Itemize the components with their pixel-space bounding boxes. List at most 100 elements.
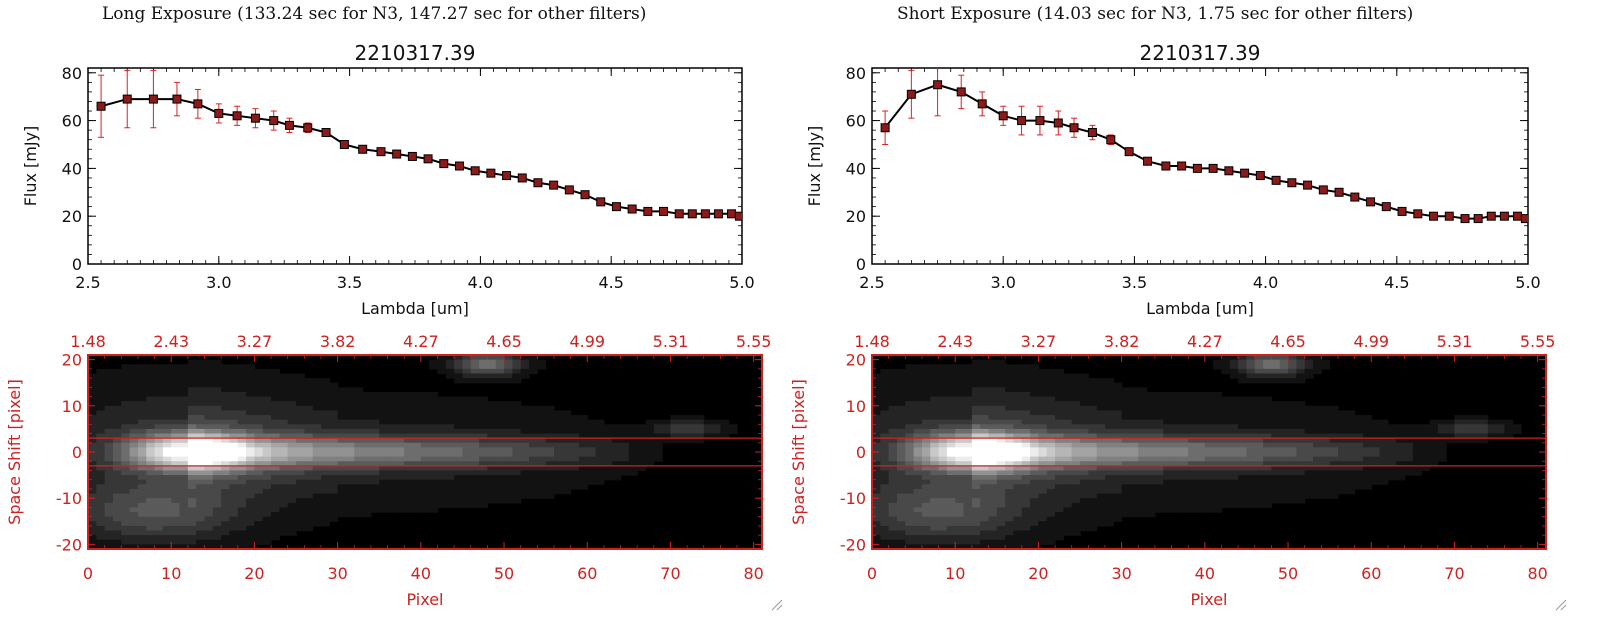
image-top-tick-label: 5.31 — [653, 332, 689, 351]
flux-point — [1473, 214, 1483, 224]
image-y-axis-label: Space Shift [pixel] — [789, 379, 808, 525]
spectrum-x-tick-label: 4.5 — [1384, 273, 1409, 292]
flux-point — [407, 151, 417, 161]
flux-point — [1366, 197, 1376, 207]
resize-grip-icon[interactable] — [771, 599, 783, 611]
flux-point — [303, 123, 313, 133]
image-top-tick-label: 4.27 — [1187, 332, 1223, 351]
spectral-image — [872, 355, 1546, 550]
flux-point — [1287, 178, 1297, 188]
flux-point — [643, 206, 653, 216]
image-x-tick-label: 50 — [494, 564, 514, 583]
image-top-tick-label: 1.48 — [70, 332, 106, 351]
image-x-tick-label: 20 — [244, 564, 264, 583]
flux-point — [1087, 128, 1097, 138]
spectrum-y-tick-label: 20 — [846, 207, 866, 226]
flux-point — [933, 80, 943, 90]
image-y-tick-label: 20 — [846, 351, 866, 370]
image-x-tick-label: 70 — [660, 564, 680, 583]
flux-point — [1381, 202, 1391, 212]
flux-point — [96, 101, 106, 111]
image-top-tick-label: 3.27 — [1021, 332, 1057, 351]
panel-1: 2210317.39 2.5 3.0 3.5 4.0 4.5 5.0 0 20 40 60 80 Lam… — [789, 41, 1567, 611]
spectrum-y-tick-label: 60 — [62, 112, 82, 131]
flux-point — [1124, 147, 1134, 157]
flux-point — [284, 120, 294, 130]
flux-point — [214, 108, 224, 118]
spectrum-x-tick-label: 4.5 — [598, 273, 623, 292]
flux-point — [486, 168, 496, 178]
flux-point — [321, 128, 331, 138]
resize-grip-icon[interactable] — [1555, 599, 1567, 611]
image-y-tick-label: 10 — [846, 397, 866, 416]
flux-point — [533, 178, 543, 188]
flux-point — [172, 94, 182, 104]
flux-point — [880, 123, 890, 133]
image-y-tick-label: -20 — [840, 535, 866, 554]
flux-line — [100, 98, 740, 218]
flux-point — [1444, 211, 1454, 221]
flux-point — [1520, 214, 1528, 224]
flux-point — [1017, 116, 1027, 126]
flux-point — [1334, 187, 1344, 197]
image-x-tick-label: 30 — [1111, 564, 1131, 583]
flux-point — [956, 87, 966, 97]
image-x-tick-label: 80 — [743, 564, 763, 583]
flux-point — [549, 180, 559, 190]
flux-point — [659, 206, 669, 216]
flux-point — [1255, 171, 1265, 181]
image-x-tick-label: 60 — [1361, 564, 1381, 583]
spectrum-y-tick-label: 80 — [846, 64, 866, 83]
spectrum-y-tick-label: 0 — [856, 255, 866, 274]
flux-point — [1413, 209, 1423, 219]
spectrum-y-axis-label: Flux [mJy] — [21, 126, 40, 207]
image-y-tick-label: 10 — [62, 397, 82, 416]
spectrum-x-tick-label: 2.5 — [859, 273, 884, 292]
flux-point — [392, 149, 402, 159]
spectrum-title: 2210317.39 — [1140, 41, 1261, 65]
image-top-tick-label: 2.43 — [153, 332, 189, 351]
spectrum-x-axis-label: Lambda [um] — [361, 299, 469, 318]
image-x-tick-label: 10 — [945, 564, 965, 583]
flux-point — [1350, 192, 1360, 202]
flux-point — [1460, 214, 1470, 224]
spectrum-y-tick-label: 40 — [846, 159, 866, 178]
image-y-tick-label: 20 — [62, 351, 82, 370]
flux-point — [1224, 166, 1234, 176]
image-top-tick-label: 3.82 — [1104, 332, 1140, 351]
flux-point — [1271, 175, 1281, 185]
flux-point — [1208, 163, 1218, 173]
spectral-image — [88, 355, 762, 550]
flux-point — [502, 171, 512, 181]
spectrum-x-tick-label: 4.0 — [1253, 273, 1278, 292]
spectrum-x-tick-label: 2.5 — [75, 273, 100, 292]
flux-point — [232, 111, 242, 121]
image-top-tick-label: 4.27 — [403, 332, 439, 351]
image-y-tick-label: 0 — [856, 443, 866, 462]
flux-point — [250, 113, 260, 123]
image-top-tick-label: 4.65 — [486, 332, 522, 351]
spectrum-title: 2210317.39 — [355, 41, 476, 65]
image-top-tick-label: 3.82 — [320, 332, 356, 351]
flux-point — [687, 209, 697, 219]
image-top-tick-label: 4.99 — [569, 332, 605, 351]
image-top-tick-label: 2.43 — [937, 332, 973, 351]
flux-point — [1143, 156, 1153, 166]
panel-0: 2210317.39 2.5 3.0 3.5 4.0 4.5 5.0 0 20 40 60 80 Lam… — [5, 41, 783, 611]
spectrum-x-tick-label: 5.0 — [729, 273, 754, 292]
flux-point — [1177, 161, 1187, 171]
flux-point — [439, 159, 449, 169]
image-x-tick-label: 20 — [1028, 564, 1048, 583]
image-top-tick-label: 5.55 — [1520, 332, 1556, 351]
flux-point — [1429, 211, 1439, 221]
flux-point — [700, 209, 710, 219]
image-top-tick-label: 4.99 — [1353, 332, 1389, 351]
spectrum-y-tick-label: 60 — [846, 112, 866, 131]
image-x-tick-label: 50 — [1278, 564, 1298, 583]
image-y-tick-label: -10 — [840, 489, 866, 508]
image-top-tick-label: 4.65 — [1270, 332, 1306, 351]
spectrum-x-tick-label: 3.0 — [206, 273, 231, 292]
flux-point — [998, 111, 1008, 121]
flux-point — [1053, 118, 1063, 128]
